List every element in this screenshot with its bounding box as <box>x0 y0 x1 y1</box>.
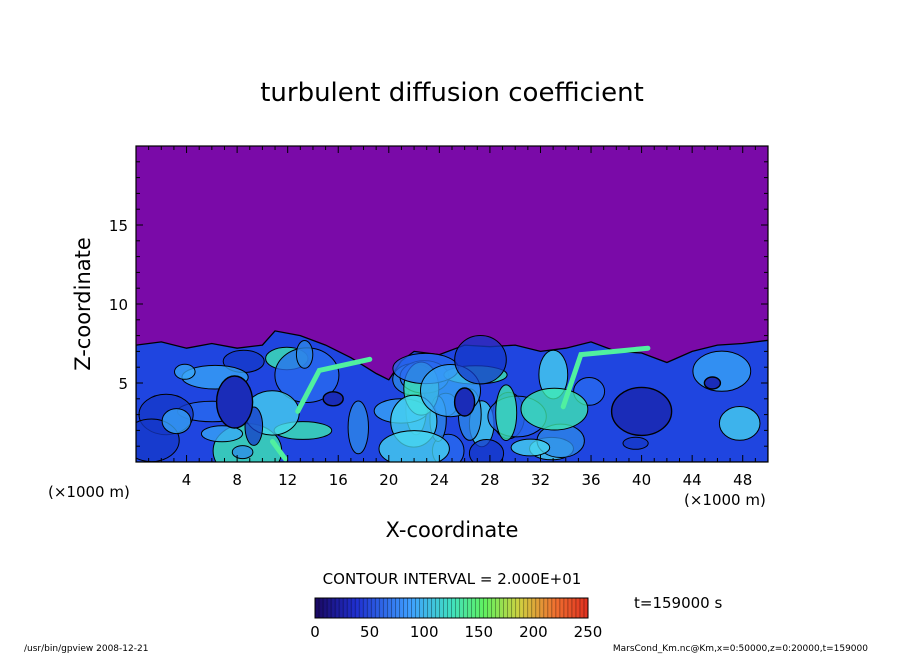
x-tick-label: 32 <box>531 471 550 489</box>
eddy-contour <box>454 335 507 385</box>
x-tick-label: 48 <box>733 471 752 489</box>
x-tick-label: 36 <box>581 471 600 489</box>
colorbar-tick-label: 100 <box>410 623 439 641</box>
colorbar-stripes <box>318 598 585 618</box>
high-diffusion-streak <box>560 345 651 410</box>
eddy-contour <box>161 408 192 435</box>
colorbar-tick-label: 50 <box>360 623 379 641</box>
eddy-contours <box>136 335 761 462</box>
colorbar-ticks: 0 50 100 150 200 250 <box>310 623 602 641</box>
chart-title: turbulent diffusion coefficient <box>260 78 644 108</box>
vortex-core <box>610 386 673 437</box>
y-tick-label: 10 <box>109 296 128 314</box>
x-tick-label: 12 <box>278 471 297 489</box>
high-diffusion-streak <box>270 439 288 462</box>
colorbar-tick-label: 150 <box>464 623 493 641</box>
vortex-core <box>453 387 476 417</box>
x-tick-label: 8 <box>232 471 242 489</box>
y-tick-label: 5 <box>118 375 128 393</box>
x-tick-label: 24 <box>430 471 449 489</box>
eddy-contour <box>510 438 551 457</box>
x-tick-label: 4 <box>182 471 192 489</box>
contour-interval: CONTOUR INTERVAL = 2.000E+01 <box>323 570 582 588</box>
eddy-contour <box>174 363 196 380</box>
plot-area <box>136 146 768 462</box>
eddy-contour <box>347 400 369 455</box>
eddy-contour <box>622 436 649 450</box>
footer-left: /usr/bin/gpview 2008-12-21 <box>24 644 148 654</box>
eddy-contour <box>468 439 505 462</box>
x-tick-label: 20 <box>379 471 398 489</box>
colorbar-tick-label: 200 <box>519 623 548 641</box>
eddy-contour <box>295 340 314 369</box>
x-axis: 4 8 12 16 20 24 28 32 36 40 44 48 <box>148 146 756 489</box>
high-diffusion-streak <box>295 356 373 414</box>
time-label: t=159000 s <box>634 594 722 612</box>
x-tick-label: 28 <box>480 471 499 489</box>
eddy-contour <box>200 425 244 443</box>
colorbar-tick-label: 250 <box>574 623 603 641</box>
x-tick-label: 44 <box>683 471 702 489</box>
eddy-contour <box>378 430 450 462</box>
colorbar-tick-label: 0 <box>310 623 320 641</box>
eddy-contour <box>231 445 254 460</box>
y-axis-label: Z-coordinate <box>71 237 95 371</box>
eddy-contour <box>692 350 752 392</box>
footer-right: MarsCond_Km.nc@Km,x=0:50000,z=0:20000,t=… <box>613 644 868 654</box>
vortex-core <box>322 391 344 407</box>
vortex-core <box>215 375 254 429</box>
vortex-core <box>703 376 722 390</box>
x-unit-left: (×1000 m) <box>48 483 130 501</box>
eddy-contour <box>718 406 761 441</box>
x-tick-label: 40 <box>632 471 651 489</box>
x-tick-label: 16 <box>329 471 348 489</box>
eddy-contour <box>520 387 589 431</box>
eddy-contour <box>495 384 518 442</box>
x-axis-label: X-coordinate <box>386 518 519 542</box>
x-unit-right: (×1000 m) <box>684 491 766 509</box>
y-tick-label: 15 <box>109 217 128 235</box>
y-axis: 5 10 15 <box>109 161 768 447</box>
